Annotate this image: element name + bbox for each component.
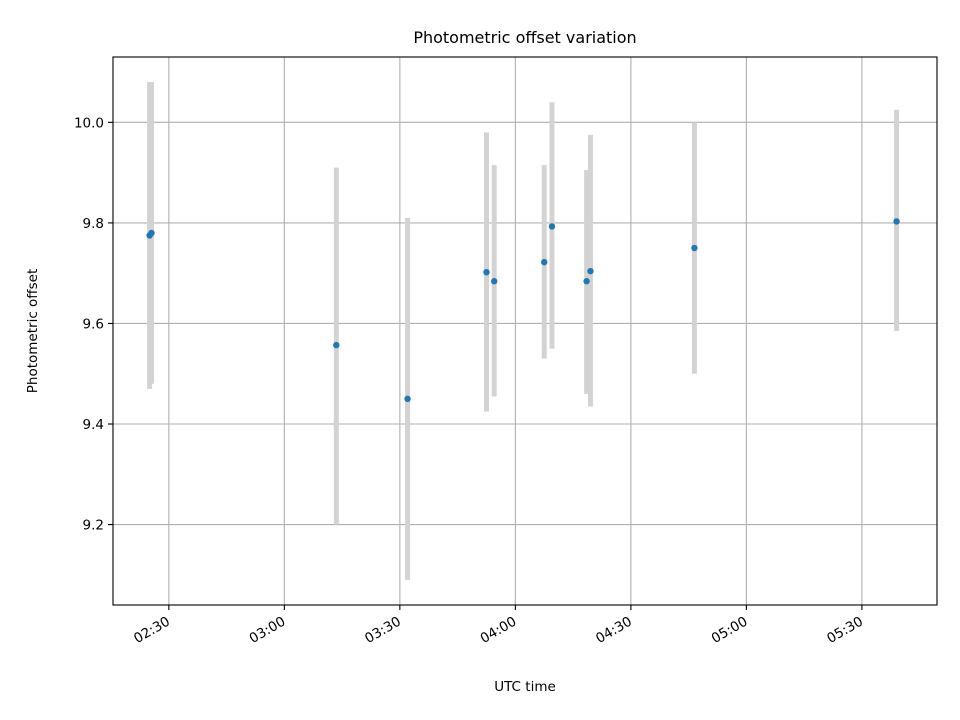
- data-point: [404, 395, 411, 403]
- x-tick-label: 04:00: [478, 614, 520, 647]
- plot-frame: [112, 56, 938, 606]
- x-tick-label: 02:30: [131, 614, 173, 647]
- grid: [113, 57, 937, 605]
- x-tick-label: 03:30: [362, 614, 404, 647]
- data-point: [148, 229, 155, 237]
- data-point: [893, 218, 900, 225]
- ticks: 02:30 03:00 03:30 04:00 04:30 05:00 05:30 9.2 9.…: [74, 115, 866, 647]
- data-points: [146, 218, 900, 403]
- data-point: [490, 278, 498, 285]
- y-tick-label: 9.6: [83, 316, 104, 332]
- x-tick-label: 05:30: [824, 614, 866, 647]
- chart-title: Photometric offset variation: [413, 28, 636, 47]
- x-tick-label: 04:30: [593, 614, 635, 647]
- data-point: [691, 244, 698, 252]
- x-tick-label: 03:00: [247, 614, 289, 647]
- data-point: [483, 268, 490, 276]
- y-axis-label: Photometric offset: [25, 269, 41, 393]
- data-point: [541, 258, 548, 266]
- error-bars: [147, 82, 900, 580]
- y-tick-label: 10.0: [74, 115, 104, 131]
- x-tick-label: 05:00: [709, 614, 751, 647]
- data-point: [548, 223, 556, 230]
- x-axis-label: UTC time: [494, 679, 556, 695]
- y-tick-label: 9.2: [83, 518, 104, 534]
- data-point: [583, 278, 590, 285]
- data-point: [333, 341, 340, 349]
- data-point: [587, 267, 594, 275]
- y-tick-label: 9.8: [83, 216, 104, 232]
- y-tick-label: 9.4: [83, 417, 104, 433]
